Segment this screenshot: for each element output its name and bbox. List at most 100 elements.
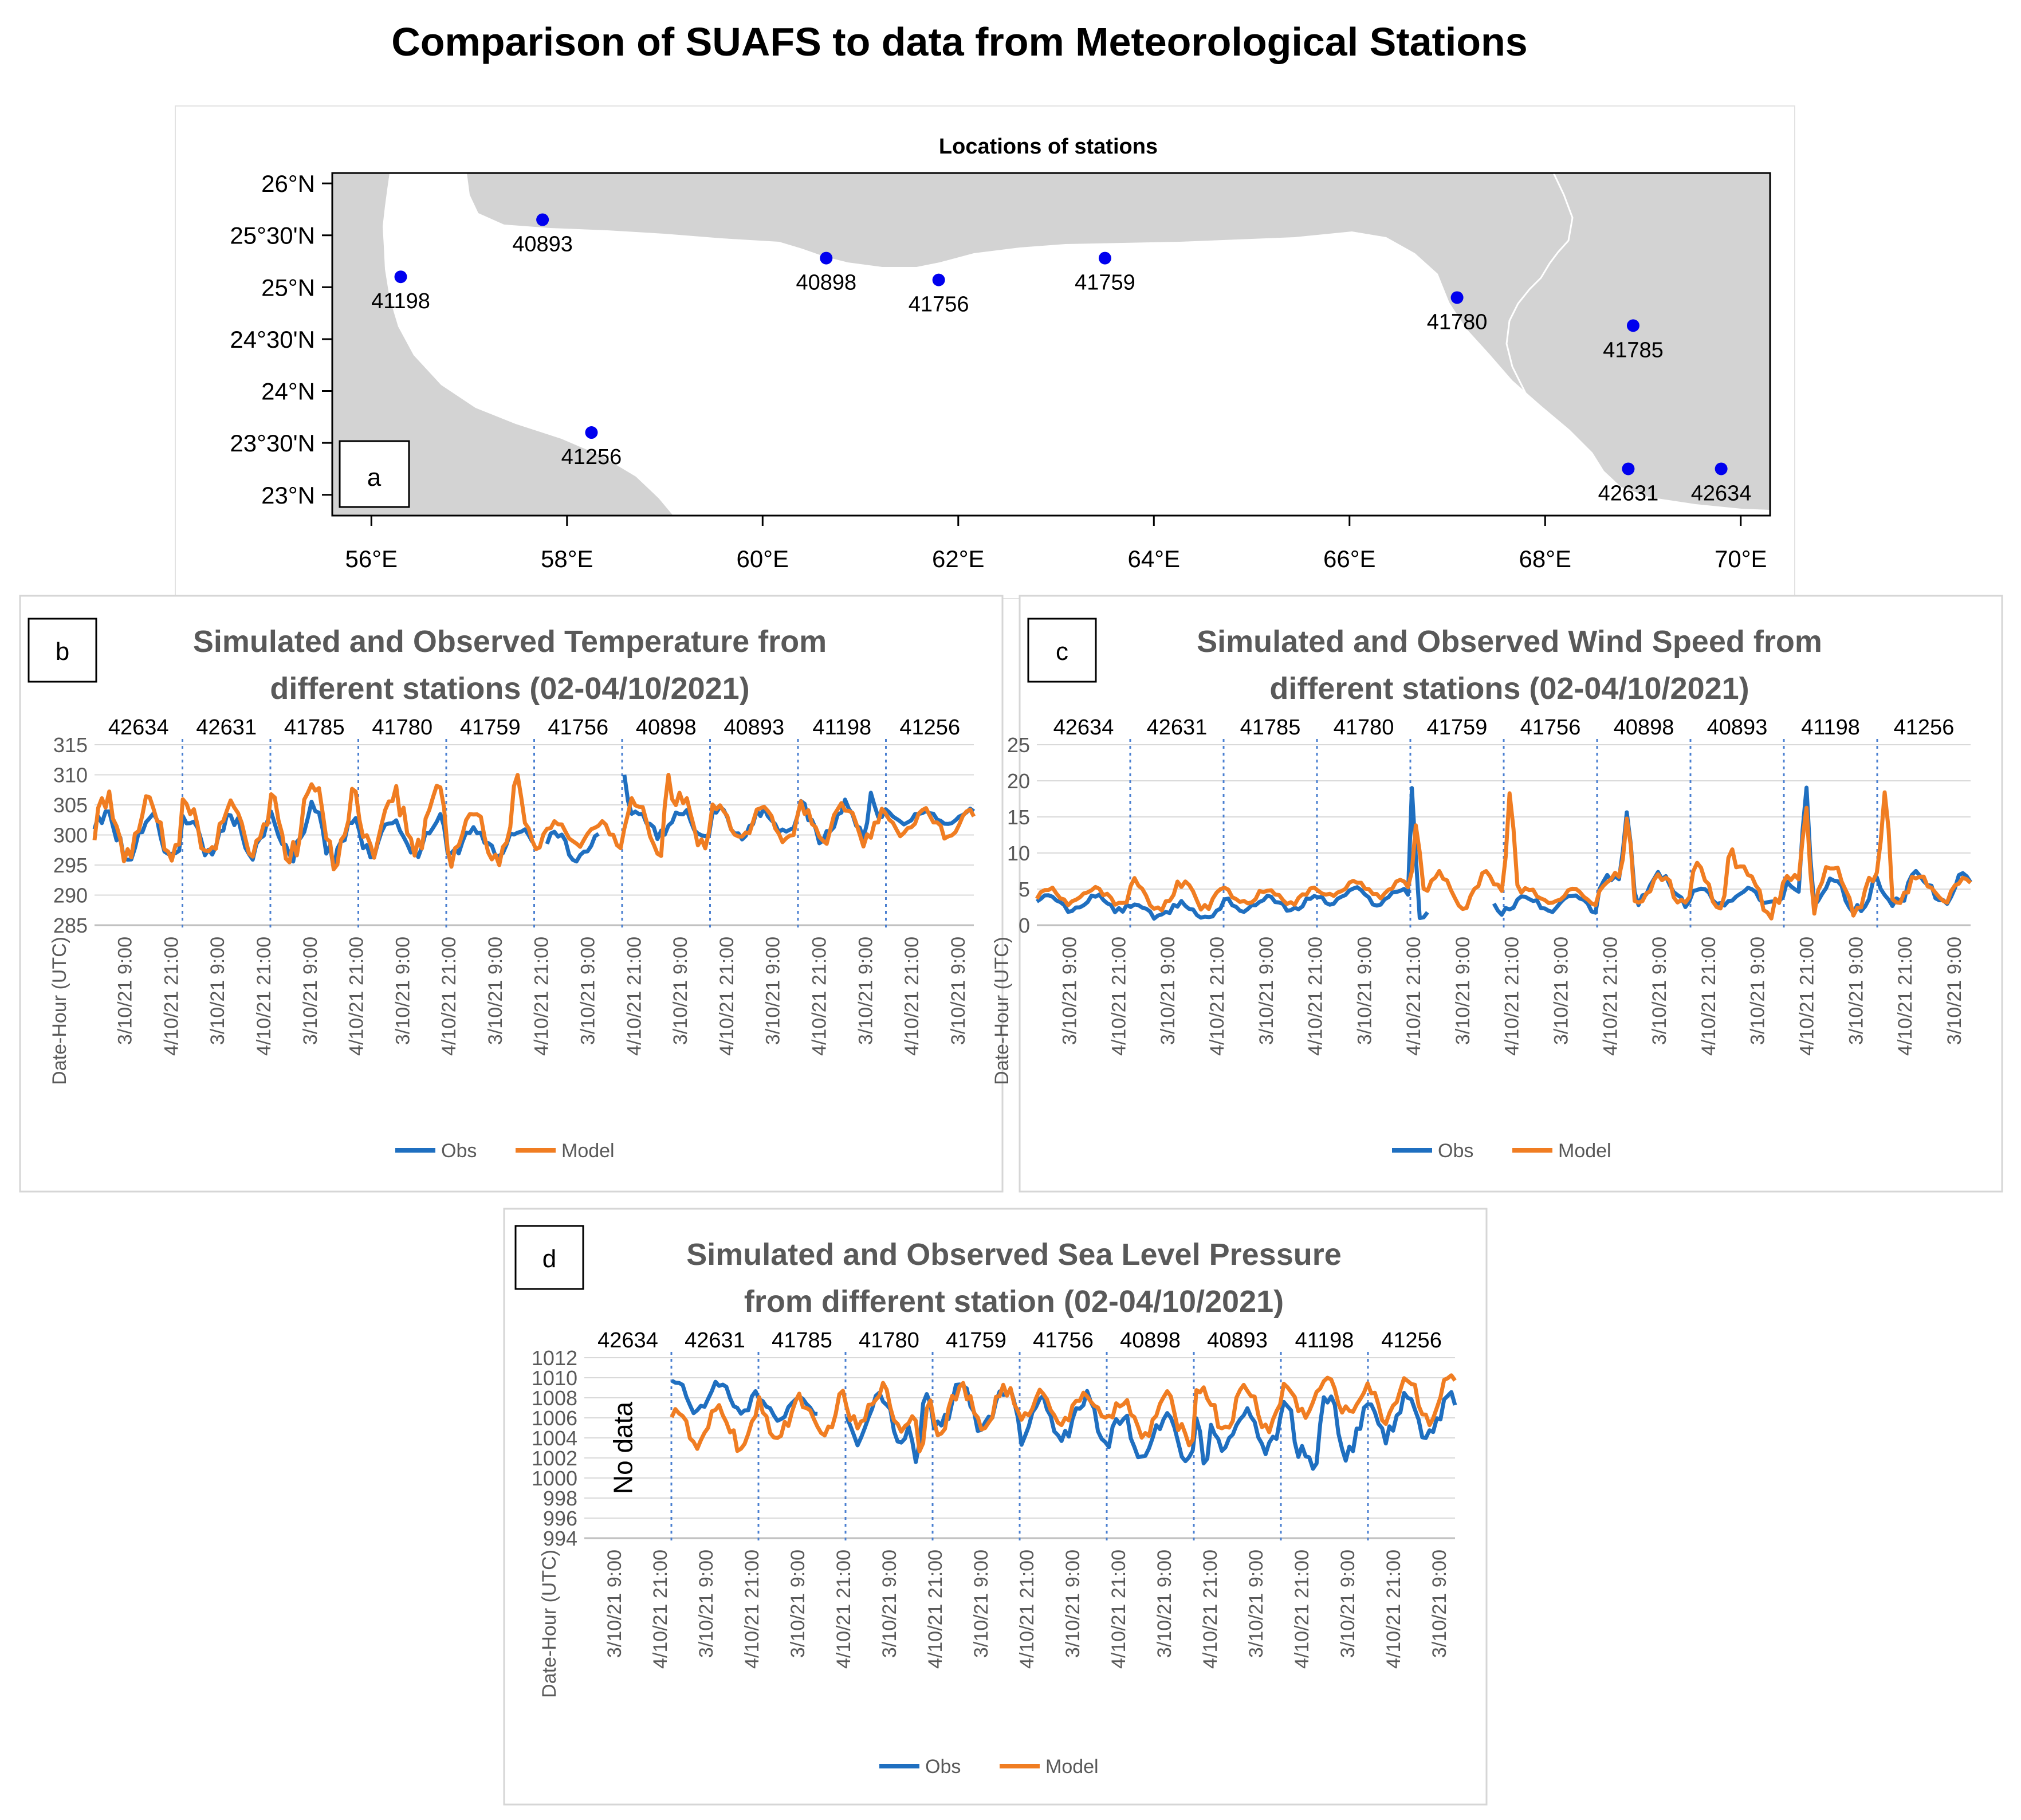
map-y-tick-label: 23°30'N	[230, 430, 315, 457]
station-segment-label: 41256	[899, 716, 960, 740]
chart-title-line: Simulated and Observed Temperature from	[193, 624, 827, 659]
x-tick-label: 4/10/21 21:00	[1108, 1550, 1130, 1669]
x-tick-label: 4/10/21 21:00	[253, 937, 275, 1056]
station-segment-label: 42631	[196, 716, 257, 740]
series-line-model	[670, 1373, 1457, 1453]
y-tick-label: 5	[1019, 878, 1030, 901]
x-tick-label: 4/10/21 21:00	[833, 1550, 855, 1669]
x-tick-label: 4/10/21 21:00	[741, 1550, 763, 1669]
x-axis-title: Date-Hour (UTC)	[49, 937, 70, 1085]
legend-label: Obs	[441, 1140, 477, 1162]
figure-title: Comparison of SUAFS to data from Meteoro…	[391, 19, 1527, 64]
sea-level-pressure-chart: d Simulated and Observed Sea Level Pressu…	[503, 1208, 1488, 1806]
map-title: Locations of stations	[939, 135, 1158, 159]
station-marker	[820, 251, 833, 265]
y-tick-label: 15	[1007, 805, 1030, 829]
y-tick-label: 295	[53, 854, 88, 877]
temperature-chart: b Simulated and Observed Temperature from…	[19, 595, 1004, 1193]
y-tick-label: 285	[53, 914, 88, 937]
chart-frame	[503, 1208, 1488, 1806]
panel-label: b	[56, 638, 69, 666]
station-label: 42631	[1598, 481, 1659, 505]
y-tick-label: 1008	[532, 1386, 577, 1410]
x-tick-label: 3/10/21 9:00	[1452, 937, 1474, 1045]
y-tick-label: 994	[543, 1527, 577, 1550]
map-x-tick-label: 64°E	[1128, 545, 1181, 572]
station-segment-label: 41756	[1033, 1328, 1094, 1353]
station-marker	[536, 213, 549, 226]
x-tick-label: 4/10/21 21:00	[1206, 937, 1228, 1056]
series-line-model	[92, 773, 976, 871]
x-tick-label: 3/10/21 9:00	[1551, 937, 1572, 1045]
station-segment-label: 41756	[548, 716, 608, 740]
series-line-obs	[1036, 785, 1972, 921]
station-segment-label: 40898	[636, 716, 697, 740]
x-tick-label: 4/10/21 21:00	[925, 1550, 946, 1669]
x-tick-label: 4/10/21 21:00	[1200, 1550, 1221, 1669]
x-tick-label: 4/10/21 21:00	[160, 937, 182, 1056]
x-tick-label: 4/10/21 21:00	[531, 937, 553, 1056]
y-tick-label: 998	[543, 1487, 577, 1510]
x-tick-label: 4/10/21 21:00	[1796, 937, 1818, 1056]
y-tick-label: 300	[53, 824, 88, 847]
x-tick-label: 3/10/21 9:00	[670, 937, 691, 1045]
x-tick-label: 3/10/21 9:00	[855, 937, 876, 1045]
station-segment-label: 41759	[460, 716, 521, 740]
x-tick-label: 3/10/21 9:00	[1256, 937, 1277, 1045]
station-segment-label: 41256	[1894, 716, 1955, 740]
y-tick-label: 305	[53, 793, 88, 817]
x-tick-label: 4/10/21 21:00	[1698, 937, 1720, 1056]
station-label: 41198	[371, 289, 430, 313]
x-tick-label: 4/10/21 21:00	[1383, 1550, 1405, 1669]
station-segment-label: 40893	[1707, 716, 1768, 740]
legend-label: Model	[1045, 1756, 1099, 1778]
x-tick-label: 3/10/21 9:00	[1062, 1550, 1084, 1658]
wind-speed-chart: c Simulated and Observed Wind Speed from d…	[991, 595, 2003, 1193]
station-segment-label: 42634	[108, 716, 169, 740]
x-tick-label: 3/10/21 9:00	[577, 937, 599, 1045]
y-tick-label: 1004	[532, 1426, 577, 1450]
x-axis-title: Date-Hour (UTC)	[991, 937, 1013, 1085]
chart-title-line: different stations (02-04/10/2021)	[1269, 671, 1749, 706]
map-y-tick-label: 25°N	[261, 274, 315, 301]
x-tick-label: 4/10/21 21:00	[1305, 937, 1327, 1056]
station-marker	[1622, 462, 1635, 475]
x-tick-label: 4/10/21 21:00	[1599, 937, 1621, 1056]
x-tick-label: 3/10/21 9:00	[762, 937, 784, 1045]
station-segment-label: 41780	[859, 1328, 919, 1353]
chart-frame	[19, 595, 1004, 1193]
map-x-tick-label: 60°E	[737, 545, 789, 572]
station-segment-label: 41759	[946, 1328, 1006, 1353]
station-label: 41756	[909, 293, 969, 317]
map-axis-ticks: 56°E 58°E 60°E 62°E 64°E 66°E 68°E 70°E 26°N 25°3…	[230, 170, 1767, 572]
station-marker	[1450, 291, 1464, 304]
x-tick-label: 3/10/21 9:00	[1337, 1550, 1359, 1658]
station-map: Locations of stations 56°E 58°E 60°E 62°E 64…	[175, 105, 1795, 599]
y-tick-label: 20	[1007, 769, 1030, 793]
x-tick-label: 3/10/21 9:00	[879, 1550, 901, 1658]
station-segment-label: 41756	[1520, 716, 1581, 740]
x-tick-label: 3/10/21 9:00	[207, 937, 229, 1045]
x-tick-label: 4/10/21 21:00	[901, 937, 923, 1056]
station-label: 40893	[512, 233, 573, 257]
station-label: 41759	[1075, 271, 1135, 295]
map-x-tick-label: 56°E	[345, 545, 398, 572]
x-tick-label: 3/10/21 9:00	[1944, 937, 1965, 1045]
x-tick-label: 3/10/21 9:00	[604, 1550, 626, 1658]
map-y-tick-label: 24°N	[261, 378, 315, 405]
station-segment-label: 41198	[1801, 716, 1860, 740]
station-segment-label: 41785	[1240, 716, 1301, 740]
x-tick-label: 3/10/21 9:00	[1429, 1550, 1450, 1658]
x-tick-label: 3/10/21 9:00	[392, 937, 414, 1045]
station-label: 41785	[1603, 338, 1664, 362]
station-segment-label: 41785	[284, 716, 345, 740]
chart-title-line: different stations (02-04/10/2021)	[270, 671, 749, 706]
chart-frame	[1019, 595, 2003, 1193]
chart-title-line: from different station (02-04/10/2021)	[744, 1284, 1284, 1319]
x-tick-label: 3/10/21 9:00	[1157, 937, 1179, 1045]
y-tick-label: 1002	[532, 1446, 577, 1470]
station-segment-label: 41198	[812, 716, 871, 740]
panel-label-box	[1027, 618, 1097, 683]
station-marker	[1626, 319, 1639, 332]
